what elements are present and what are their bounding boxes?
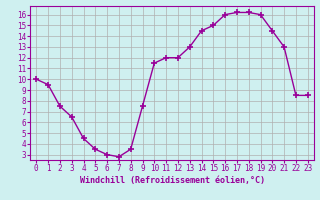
- X-axis label: Windchill (Refroidissement éolien,°C): Windchill (Refroidissement éolien,°C): [79, 176, 265, 185]
